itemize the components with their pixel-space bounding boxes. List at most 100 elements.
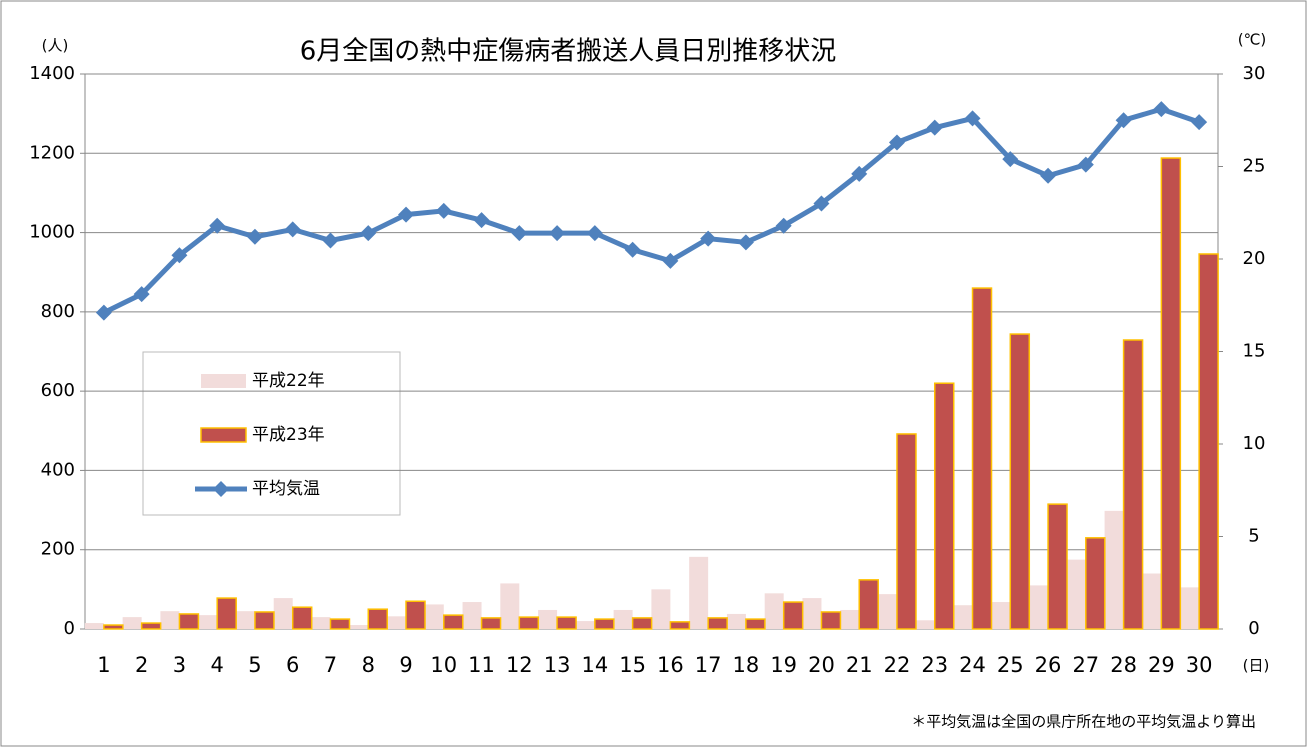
line-marker <box>171 247 188 264</box>
y-tick-label: 400 <box>41 459 75 480</box>
bar <box>462 602 482 629</box>
bar <box>443 614 464 630</box>
line-marker <box>662 252 679 269</box>
note: ＊平均気温は全国の県庁所在地の平均気温より算出 <box>911 713 1256 731</box>
x-tick-label: 22 <box>884 653 911 677</box>
line-marker <box>398 206 415 223</box>
bar <box>518 616 540 630</box>
x-tick-label: 18 <box>733 653 760 677</box>
line-marker <box>888 134 905 151</box>
line-marker <box>322 232 339 249</box>
x-tick-label: 2 <box>135 653 148 677</box>
bar <box>160 611 180 629</box>
bar <box>991 602 1011 629</box>
bar <box>1066 559 1086 629</box>
bar <box>538 609 558 629</box>
bar <box>707 617 728 630</box>
line-marker <box>246 228 263 245</box>
bar <box>254 611 275 630</box>
bar <box>726 613 746 629</box>
bar <box>405 600 426 630</box>
bar <box>1180 587 1200 629</box>
bar <box>1122 339 1144 630</box>
bar <box>915 620 935 629</box>
x-tick-label: 12 <box>506 653 533 677</box>
bar <box>216 597 237 630</box>
x-tick-label: 17 <box>695 653 722 677</box>
line-marker <box>1002 151 1019 168</box>
x-tick-label: 10 <box>430 653 457 677</box>
x-tick-label: 24 <box>959 653 986 677</box>
x-tick-label: 4 <box>210 653 223 677</box>
x-tick-label: 25 <box>997 653 1024 677</box>
legend-label: 平成23年 <box>252 425 325 445</box>
bar <box>971 287 993 630</box>
x-tick-label: 13 <box>544 653 571 677</box>
line-marker <box>1191 114 1208 131</box>
bar <box>877 594 897 629</box>
bar <box>820 611 842 630</box>
line-marker <box>1153 101 1170 118</box>
bar <box>500 583 520 629</box>
bar <box>1085 537 1106 630</box>
x-tick-label: 27 <box>1072 653 1099 677</box>
line-marker <box>360 225 377 242</box>
bar <box>613 609 633 629</box>
bar <box>387 616 407 629</box>
bar <box>178 613 200 630</box>
x-tick-label: 30 <box>1186 653 1213 677</box>
x-tick-label: 9 <box>399 653 412 677</box>
y-unit: (人) <box>42 37 69 55</box>
line-marker <box>209 217 226 234</box>
x-tick-label: 29 <box>1148 653 1175 677</box>
x-tick-label: 6 <box>286 653 299 677</box>
x-tick-label: 16 <box>657 653 684 677</box>
bar <box>764 593 784 629</box>
y2-tick-label: 0 <box>1248 618 1259 639</box>
bar <box>556 616 577 630</box>
x-tick-label: 19 <box>770 653 797 677</box>
y2-unit: (℃) <box>1238 31 1267 49</box>
line-marker <box>851 165 868 182</box>
bar <box>934 382 955 630</box>
y2-tick-label: 5 <box>1248 526 1259 547</box>
bar <box>1104 510 1124 629</box>
x-tick-label: 15 <box>619 653 646 677</box>
line-marker <box>624 241 641 258</box>
x-tick-label: 7 <box>324 653 337 677</box>
bar <box>782 601 804 630</box>
bar <box>103 624 124 630</box>
line-marker <box>700 230 717 247</box>
x-tick-label: 11 <box>468 653 495 677</box>
bar <box>1142 573 1162 629</box>
line-marker <box>1040 167 1057 184</box>
line-marker <box>473 212 490 229</box>
line-marker <box>511 225 528 242</box>
bar <box>1009 333 1031 630</box>
bar <box>575 621 595 629</box>
y-tick-label: 200 <box>41 539 75 560</box>
bar <box>689 556 709 629</box>
bar <box>745 618 766 630</box>
legend-label: 平成22年 <box>252 371 325 391</box>
legend-box <box>142 351 401 516</box>
bar <box>858 579 879 630</box>
bar <box>84 623 104 629</box>
y2-tick-label: 30 <box>1243 63 1266 84</box>
line-marker <box>775 217 792 234</box>
line-marker <box>435 202 452 219</box>
line-marker <box>1077 156 1094 173</box>
x-tick-label: 5 <box>248 653 261 677</box>
chart-title: 6月全国の熱中症傷病者搬送人員日別推移状況 <box>300 37 837 67</box>
y-tick-label: 600 <box>41 380 75 401</box>
legend-marker <box>213 481 229 497</box>
x-tick-label: 28 <box>1110 653 1137 677</box>
legend-swatch <box>201 374 246 388</box>
bar <box>669 621 691 630</box>
bar <box>329 618 351 630</box>
y-tick-label: 0 <box>64 618 75 639</box>
bar <box>802 598 822 629</box>
line-marker <box>1115 112 1132 129</box>
line-marker <box>813 195 830 212</box>
